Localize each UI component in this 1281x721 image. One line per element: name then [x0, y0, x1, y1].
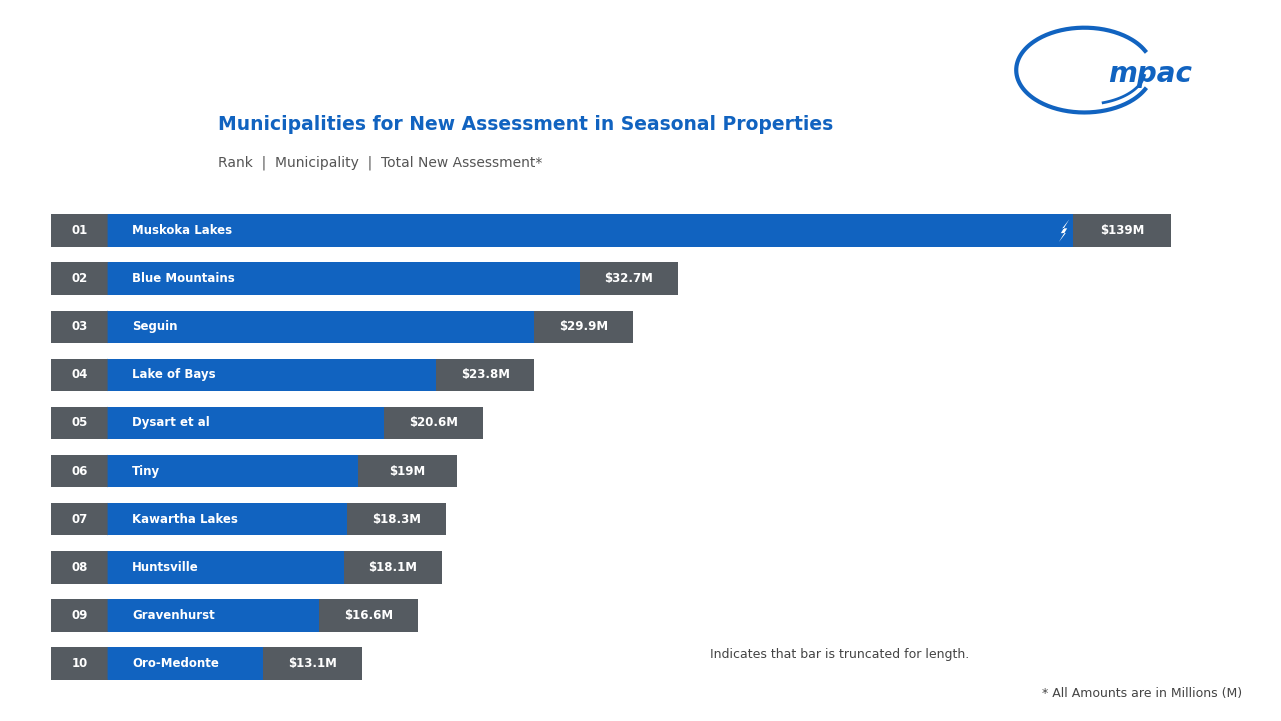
- Text: Assessment Roll: Assessment Roll: [129, 51, 329, 75]
- Text: $32.7M: $32.7M: [605, 273, 653, 286]
- Text: TOP: TOP: [60, 120, 92, 135]
- Text: $20.6M: $20.6M: [409, 417, 457, 430]
- Text: 2021: 2021: [61, 50, 135, 76]
- Text: 08: 08: [72, 561, 87, 574]
- FancyBboxPatch shape: [359, 455, 457, 487]
- Text: $16.6M: $16.6M: [345, 609, 393, 622]
- Text: 04: 04: [72, 368, 87, 381]
- FancyBboxPatch shape: [1073, 214, 1171, 247]
- Polygon shape: [108, 358, 122, 392]
- FancyBboxPatch shape: [263, 647, 361, 680]
- Polygon shape: [108, 311, 122, 343]
- Text: $139M: $139M: [1100, 224, 1144, 237]
- FancyBboxPatch shape: [51, 358, 436, 392]
- FancyBboxPatch shape: [51, 311, 534, 343]
- Polygon shape: [108, 407, 122, 439]
- Text: Indicates that bar is truncated for length.: Indicates that bar is truncated for leng…: [710, 648, 968, 661]
- FancyBboxPatch shape: [51, 214, 1073, 247]
- FancyBboxPatch shape: [51, 599, 108, 632]
- Text: $29.9M: $29.9M: [560, 320, 608, 333]
- Text: $13.1M: $13.1M: [288, 657, 337, 670]
- FancyBboxPatch shape: [436, 358, 534, 392]
- Text: $18.1M: $18.1M: [369, 561, 418, 574]
- Text: Oro-Medonte: Oro-Medonte: [132, 657, 219, 670]
- Text: Dysart et al: Dysart et al: [132, 417, 210, 430]
- FancyBboxPatch shape: [51, 407, 384, 439]
- FancyBboxPatch shape: [51, 262, 579, 295]
- Text: 01: 01: [72, 224, 87, 237]
- Polygon shape: [108, 551, 122, 583]
- Text: * All Amounts are in Millions (M): * All Amounts are in Millions (M): [1043, 687, 1243, 700]
- Text: $18.3M: $18.3M: [371, 513, 420, 526]
- FancyBboxPatch shape: [51, 455, 108, 487]
- FancyBboxPatch shape: [51, 311, 108, 343]
- FancyBboxPatch shape: [51, 599, 319, 632]
- FancyBboxPatch shape: [51, 358, 108, 392]
- Text: Municipalities for New Assessment in Seasonal Properties: Municipalities for New Assessment in Sea…: [218, 115, 833, 133]
- Text: Tiny: Tiny: [132, 464, 160, 477]
- Text: 05: 05: [72, 417, 87, 430]
- Polygon shape: [108, 262, 122, 295]
- Text: 09: 09: [72, 609, 87, 622]
- Text: 10: 10: [100, 129, 161, 172]
- Text: Rank  |  Municipality  |  Total New Assessment*: Rank | Municipality | Total New Assessme…: [218, 155, 542, 169]
- Text: Kawartha Lakes: Kawartha Lakes: [132, 513, 238, 526]
- FancyBboxPatch shape: [51, 455, 359, 487]
- Polygon shape: [1058, 219, 1070, 242]
- Polygon shape: [108, 455, 122, 487]
- Polygon shape: [108, 503, 122, 536]
- Polygon shape: [108, 599, 122, 632]
- Polygon shape: [108, 214, 122, 247]
- Polygon shape: [667, 653, 684, 681]
- Polygon shape: [108, 647, 122, 680]
- Text: $23.8M: $23.8M: [461, 368, 510, 381]
- Text: 07: 07: [72, 513, 87, 526]
- Text: Gravenhurst: Gravenhurst: [132, 609, 215, 622]
- Text: mpac: mpac: [1108, 60, 1193, 88]
- FancyBboxPatch shape: [343, 551, 442, 583]
- FancyBboxPatch shape: [51, 647, 108, 680]
- FancyBboxPatch shape: [51, 551, 108, 583]
- Text: Lake of Bays: Lake of Bays: [132, 368, 216, 381]
- Text: 03: 03: [72, 320, 87, 333]
- FancyBboxPatch shape: [51, 214, 108, 247]
- Text: Seguin: Seguin: [132, 320, 178, 333]
- FancyBboxPatch shape: [51, 407, 108, 439]
- Text: Muskoka Lakes: Muskoka Lakes: [132, 224, 232, 237]
- Text: 10: 10: [72, 657, 87, 670]
- Text: $19M: $19M: [389, 464, 425, 477]
- Text: Blue Mountains: Blue Mountains: [132, 273, 234, 286]
- FancyBboxPatch shape: [579, 262, 679, 295]
- FancyBboxPatch shape: [534, 311, 633, 343]
- Text: 06: 06: [72, 464, 87, 477]
- FancyBboxPatch shape: [51, 551, 343, 583]
- FancyBboxPatch shape: [347, 503, 446, 536]
- FancyBboxPatch shape: [51, 503, 347, 536]
- FancyBboxPatch shape: [384, 407, 483, 439]
- FancyBboxPatch shape: [51, 262, 108, 295]
- Text: Huntsville: Huntsville: [132, 561, 199, 574]
- FancyBboxPatch shape: [51, 647, 263, 680]
- FancyBboxPatch shape: [319, 599, 418, 632]
- Text: 02: 02: [72, 273, 87, 286]
- FancyBboxPatch shape: [51, 503, 108, 536]
